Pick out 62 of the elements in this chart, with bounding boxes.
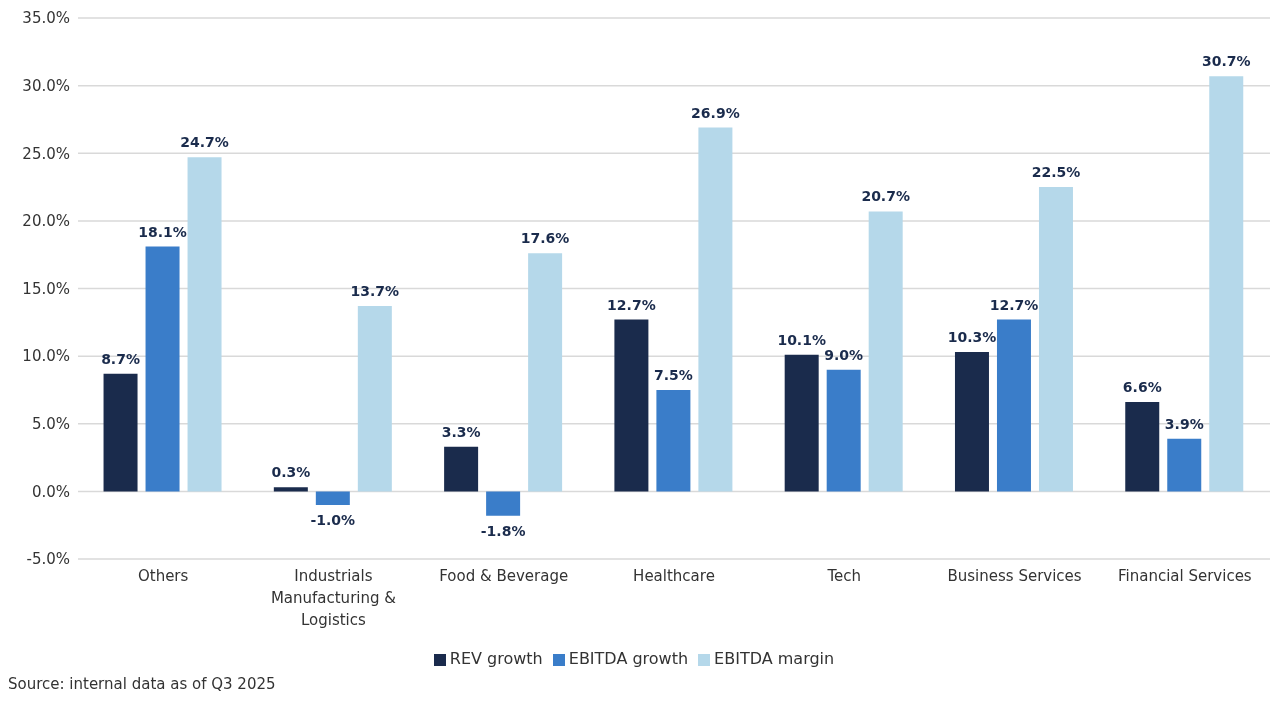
data-label: 12.7%: [607, 296, 656, 313]
bar: [444, 446, 479, 492]
data-label: 7.5%: [653, 366, 693, 383]
source-note: Source: internal data as of Q3 2025: [8, 675, 277, 693]
data-label: 18.1%: [138, 223, 187, 240]
bar: [315, 491, 350, 505]
data-label: 20.7%: [861, 188, 910, 205]
legend-label: EBITDA growth: [568, 649, 689, 668]
x-tick-label: Business Services: [947, 567, 1082, 585]
y-tick-label: 0.0%: [31, 482, 70, 501]
x-tick-label: Healthcare: [633, 567, 715, 585]
data-label: 30.7%: [1201, 53, 1251, 70]
y-tick-label: 15.0%: [22, 279, 70, 298]
bar: [784, 354, 819, 492]
y-tick-label: 5.0%: [31, 415, 70, 434]
y-tick-label: 35.0%: [22, 9, 70, 28]
y-tick-label: 25.0%: [22, 144, 70, 163]
y-tick-label: 30.0%: [22, 76, 70, 95]
data-label: 12.7%: [989, 296, 1039, 313]
bar: [698, 127, 733, 492]
x-tick-label: Tech: [826, 567, 862, 585]
y-tick-label: 20.0%: [22, 212, 70, 231]
y-tick-label: -5.0%: [26, 550, 70, 569]
data-label: 13.7%: [350, 283, 400, 300]
data-label: 3.3%: [441, 423, 481, 440]
bar: [656, 389, 691, 492]
data-label: 22.5%: [1031, 164, 1081, 181]
data-label: 17.6%: [520, 230, 570, 247]
data-label: 10.3%: [947, 329, 997, 346]
y-tick-label: 10.0%: [22, 347, 70, 366]
bar: [187, 157, 222, 492]
bar: [528, 253, 563, 492]
data-label: 26.9%: [691, 104, 740, 121]
x-tick-label: Others: [137, 567, 189, 585]
bar: [103, 373, 138, 492]
data-label: 8.7%: [101, 350, 140, 367]
bar: [614, 319, 649, 492]
bar: [996, 319, 1031, 492]
bar: [954, 352, 989, 492]
data-label: 9.0%: [824, 346, 864, 363]
legend-label: EBITDA margin: [714, 649, 835, 668]
x-tick-label: Industrials Manufacturing & Logistics: [270, 567, 397, 629]
data-label: 6.6%: [1122, 379, 1162, 396]
bar: [868, 211, 903, 492]
x-tick-label: Financial Services: [1118, 567, 1252, 585]
bar: [1038, 187, 1073, 492]
bar: [1209, 76, 1244, 492]
data-label: 3.9%: [1164, 415, 1204, 432]
bar: [1167, 438, 1202, 492]
bar: [826, 369, 861, 492]
x-tick-label: Food & Beverage: [439, 567, 569, 585]
bar: [273, 487, 308, 492]
bar: [1125, 402, 1160, 492]
bar: [145, 246, 180, 492]
bar: [357, 306, 392, 492]
bar: [486, 491, 521, 516]
data-label: -1.8%: [480, 522, 526, 539]
data-label: 0.3%: [271, 464, 311, 481]
data-label: 10.1%: [777, 331, 826, 348]
data-label: 24.7%: [180, 134, 229, 151]
data-label: -1.0%: [310, 511, 356, 528]
legend-label: REV growth: [449, 649, 543, 668]
